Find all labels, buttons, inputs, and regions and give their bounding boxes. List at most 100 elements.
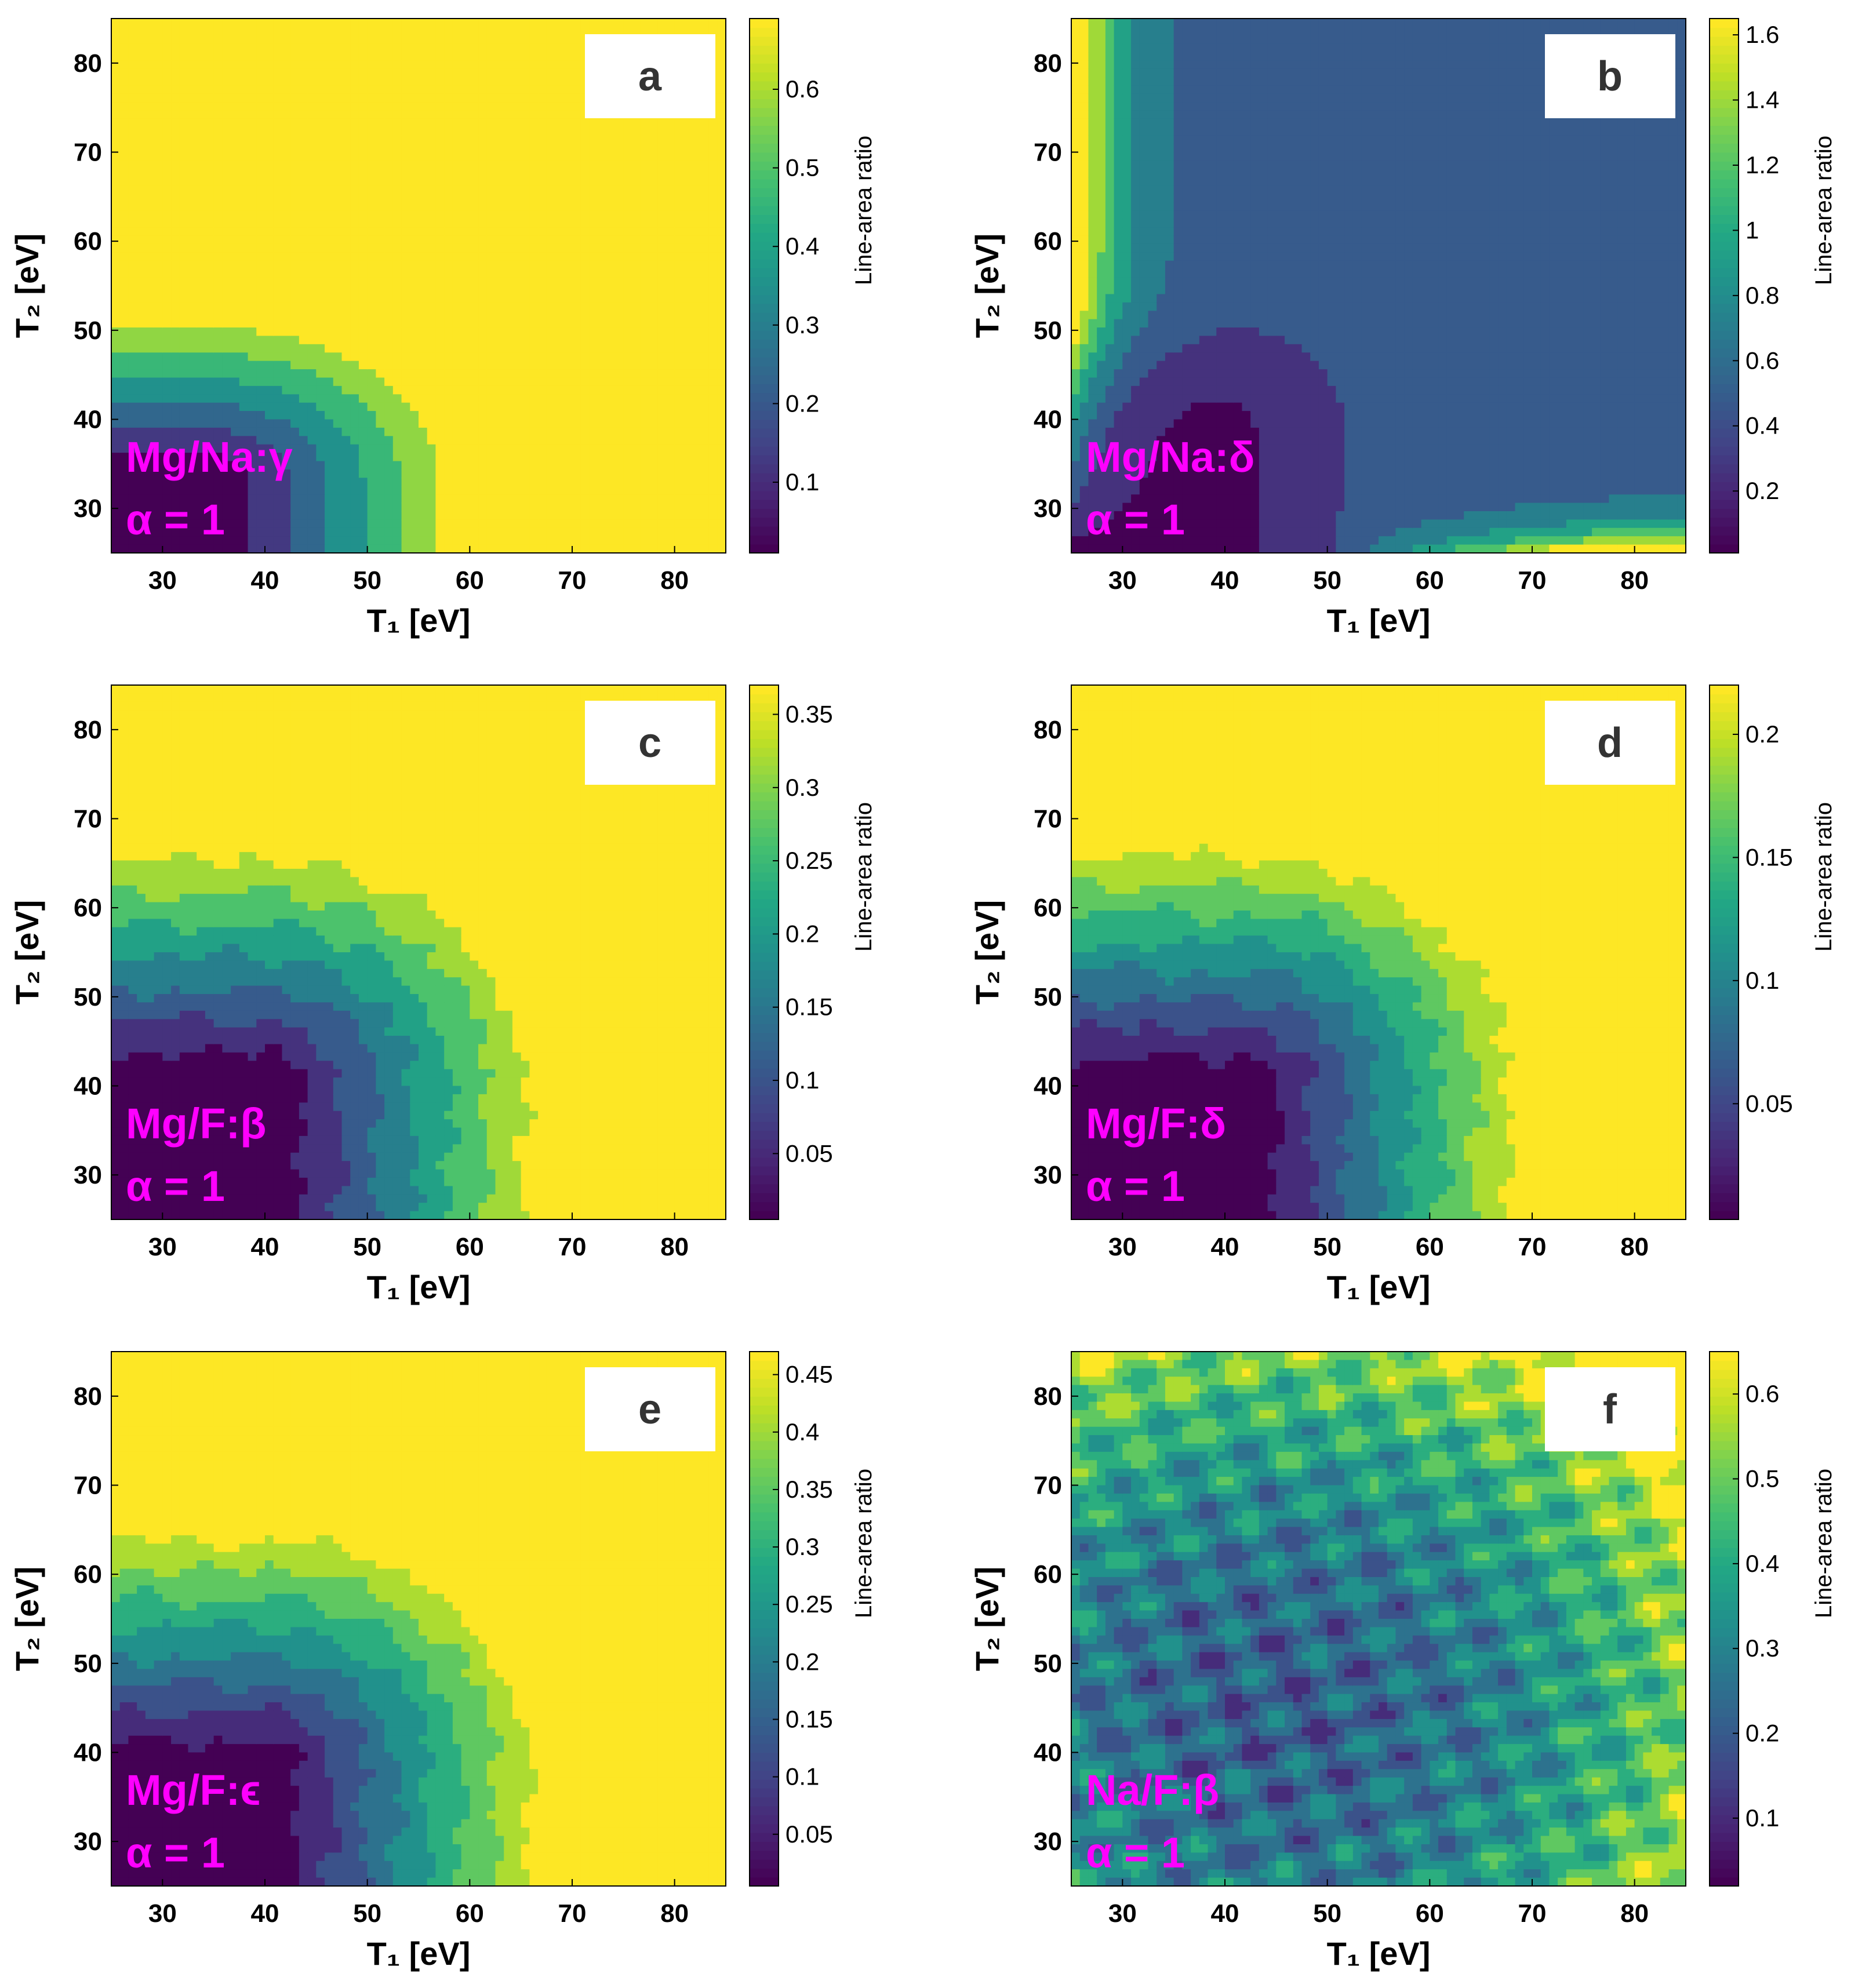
heatmap-cell <box>666 169 675 178</box>
heatmap-cell <box>555 144 565 153</box>
heatmap-cell <box>470 19 479 28</box>
heatmap-cell <box>640 544 650 554</box>
heatmap-cell <box>461 43 471 53</box>
heatmap-cell <box>529 536 539 545</box>
heatmap-cell <box>529 93 539 103</box>
heatmap-cell <box>290 77 300 86</box>
heatmap-cell <box>692 118 701 128</box>
heatmap-cell <box>367 436 377 445</box>
heatmap-cell <box>333 286 343 295</box>
heatmap-cell <box>205 469 214 479</box>
heatmap-cell <box>461 444 471 453</box>
heatmap-cell <box>341 436 351 445</box>
heatmap-cell <box>1071 327 1081 337</box>
heatmap-cell <box>512 394 522 403</box>
heatmap-cell <box>683 210 692 220</box>
heatmap-cell <box>486 93 496 103</box>
heatmap-cell <box>179 19 189 28</box>
heatmap-cell <box>1097 118 1106 128</box>
heatmap-cell <box>674 394 684 403</box>
heatmap-cell <box>1097 402 1106 412</box>
heatmap-cell <box>325 311 334 320</box>
heatmap-cell <box>410 152 419 161</box>
heatmap-cell <box>392 319 402 328</box>
heatmap-cell <box>299 118 308 128</box>
heatmap-cell <box>111 102 121 111</box>
heatmap-cell <box>452 536 462 545</box>
heatmap-cell <box>614 327 624 337</box>
heatmap-cell <box>692 319 701 328</box>
heatmap-cell <box>265 286 274 295</box>
heatmap-cell <box>563 235 573 245</box>
heatmap-cell <box>580 427 590 437</box>
heatmap-cell <box>137 511 146 520</box>
heatmap-cell <box>419 536 428 545</box>
heatmap-cell <box>171 169 180 178</box>
heatmap-cell <box>529 478 539 487</box>
heatmap-cell <box>316 319 325 328</box>
heatmap-cell <box>171 118 180 128</box>
heatmap-cell <box>231 486 240 495</box>
heatmap-cell <box>521 469 530 479</box>
heatmap-cell <box>392 210 402 220</box>
heatmap-cell <box>452 185 462 195</box>
heatmap-cell <box>171 478 180 487</box>
heatmap-cell <box>674 344 684 354</box>
heatmap-cell <box>572 461 581 470</box>
heatmap-cell <box>546 369 556 378</box>
heatmap-cell <box>614 202 624 212</box>
heatmap-cell <box>427 93 437 103</box>
heatmap-cell <box>290 68 300 78</box>
heatmap-cell <box>717 319 726 328</box>
heatmap-cell <box>1097 344 1106 354</box>
heatmap-cell <box>692 385 701 395</box>
heatmap-cell <box>256 185 266 195</box>
heatmap-cell <box>401 77 411 86</box>
heatmap-cell <box>325 68 334 78</box>
heatmap-cell <box>316 177 325 186</box>
heatmap-cell <box>666 19 675 28</box>
heatmap-cell <box>1079 302 1089 312</box>
heatmap-cell <box>410 385 419 395</box>
heatmap-cell <box>692 352 701 362</box>
heatmap-cell <box>674 336 684 345</box>
heatmap-cell <box>384 277 394 286</box>
heatmap-cell <box>427 27 437 36</box>
heatmap-cell <box>350 160 359 170</box>
heatmap-cell <box>128 135 137 144</box>
heatmap-cell <box>307 486 317 495</box>
heatmap-cell <box>555 436 565 445</box>
heatmap-cell <box>111 503 121 512</box>
heatmap-cell <box>632 336 641 345</box>
heatmap-cell <box>358 202 368 212</box>
heatmap-cell <box>410 361 419 370</box>
heatmap-cell <box>419 52 428 61</box>
heatmap-cell <box>248 68 257 78</box>
heatmap-cell <box>529 427 539 437</box>
heatmap-cell <box>197 85 206 94</box>
heatmap-cell <box>598 352 607 362</box>
heatmap-cell <box>401 327 411 337</box>
heatmap-cell <box>128 118 137 128</box>
heatmap-cell <box>683 478 692 487</box>
heatmap-cell <box>529 43 539 53</box>
x-axis-label: T₁ [eV] <box>367 602 471 639</box>
heatmap-cell <box>1088 319 1097 328</box>
heatmap-cell <box>188 427 198 437</box>
heatmap-cell <box>1097 361 1106 370</box>
heatmap-cell <box>444 461 453 470</box>
y-tick-label: 50 <box>74 316 102 345</box>
heatmap-cell <box>256 361 266 370</box>
heatmap-cell <box>239 77 249 86</box>
heatmap-cell <box>580 294 590 303</box>
heatmap-cell <box>231 377 240 387</box>
heatmap-cell <box>205 118 214 128</box>
colorbar-segment <box>750 99 779 108</box>
heatmap-cell <box>1097 77 1106 86</box>
heatmap-cell <box>197 118 206 128</box>
heatmap-cell <box>401 394 411 403</box>
heatmap-cell <box>188 160 198 170</box>
heatmap-cell <box>598 344 607 354</box>
heatmap-cell <box>1071 19 1081 28</box>
heatmap-cell <box>119 35 129 45</box>
